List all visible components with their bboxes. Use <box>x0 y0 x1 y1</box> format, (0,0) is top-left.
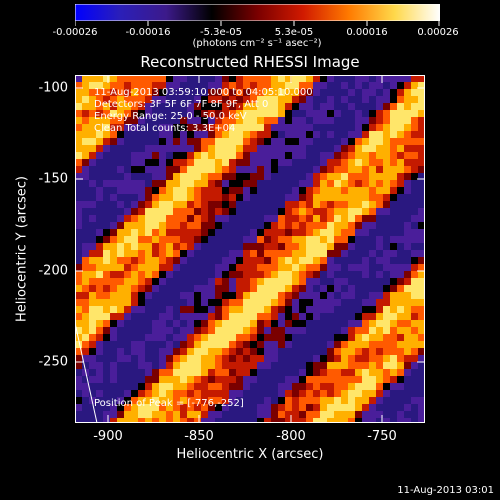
colorbar <box>75 4 440 21</box>
x-tick-label: -800 <box>276 429 306 444</box>
heatmap-image <box>75 75 425 423</box>
x-tick-label: -750 <box>367 429 397 444</box>
y-axis-label: Heliocentric Y (arcsec) <box>14 176 30 322</box>
x-tick-label: -850 <box>184 429 214 444</box>
colorbar-ticks <box>75 21 440 26</box>
detectors-label: Detectors: 3F 5F 6F 7F 8F 9F, Att 0 <box>94 99 269 110</box>
x-axis-label: Heliocentric X (arcsec) <box>176 447 324 462</box>
colorbar-tick-label: 5.3e-05 <box>274 27 314 38</box>
y-tick-label: -200 <box>38 263 68 279</box>
clean-counts-label: Clean Total counts: 3.3E+04 <box>94 123 236 134</box>
y-tick-label: -100 <box>38 80 68 96</box>
x-tick-label: -900 <box>93 429 123 444</box>
peak-position-label: Position of Peak = [-776,-252] <box>94 398 244 409</box>
energy-range-label: Energy Range: 25.0 - 50.0 keV <box>94 111 247 122</box>
colorbar-tick-label: 0.00026 <box>417 27 459 38</box>
limb-line <box>75 322 98 423</box>
colorbar-tick-label: -0.00016 <box>125 27 171 38</box>
time-range-label: 11-Aug-2013 03:59:10.000 to 04:05:10.000 <box>94 87 313 98</box>
footer-timestamp: 11-Aug-2013 03:01 <box>397 485 494 496</box>
y-tick-label: -150 <box>38 171 68 187</box>
plot-frame <box>75 75 425 423</box>
image-plot <box>75 75 425 423</box>
colorbar-tick-label: 0.00016 <box>346 27 388 38</box>
colorbar-tick-label: -0.00026 <box>52 27 98 38</box>
plot-title: Reconstructed RHESSI Image <box>140 53 360 71</box>
colorbar-unit: (photons cm⁻² s⁻¹ asec⁻²) <box>192 38 322 49</box>
colorbar-tick-label: -5.3e-05 <box>200 27 242 38</box>
y-tick-label: -250 <box>38 354 68 370</box>
